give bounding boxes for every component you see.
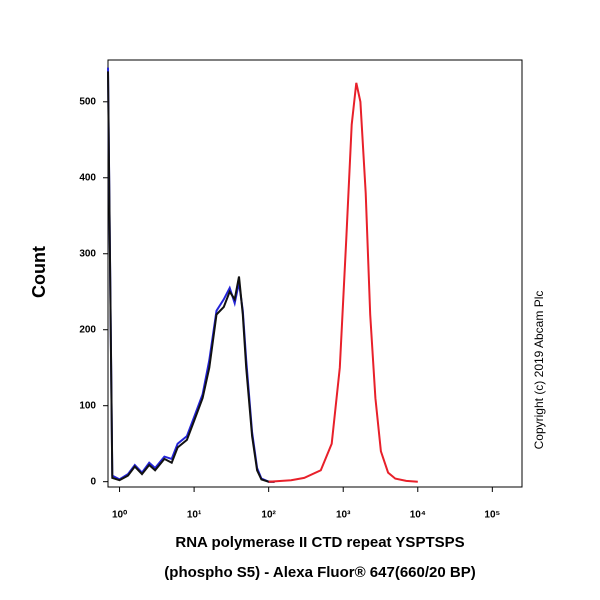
x-axis-title: (phospho S5) - Alexa Fluor® 647(660/20 B…: [164, 564, 475, 581]
y-tick-label: 500: [79, 96, 96, 107]
x-tick-label: 10⁵: [484, 510, 500, 521]
x-tick-label: 10⁰: [112, 510, 127, 521]
series-line: [268, 82, 418, 483]
series-line: [107, 67, 275, 483]
plot-frame: [107, 59, 523, 488]
y-tick-label: 400: [79, 172, 96, 183]
x-tick-label: 10²: [261, 510, 276, 521]
x-tick-label: 10³: [336, 510, 351, 521]
copyright: Copyright (c) 2019 Abcam Plc: [532, 291, 546, 450]
y-axis-title: Count: [29, 246, 49, 298]
series-line: [107, 71, 275, 483]
y-tick-label: 200: [79, 324, 96, 335]
y-tick-label: 100: [79, 400, 96, 411]
x-axis-title: RNA polymerase II CTD repeat YSPTSPS: [175, 534, 464, 551]
y-tick-label: 300: [79, 248, 96, 259]
y-tick-label: 0: [90, 476, 96, 487]
x-tick-label: 10¹: [187, 510, 202, 521]
x-tick-label: 10⁴: [410, 510, 426, 521]
